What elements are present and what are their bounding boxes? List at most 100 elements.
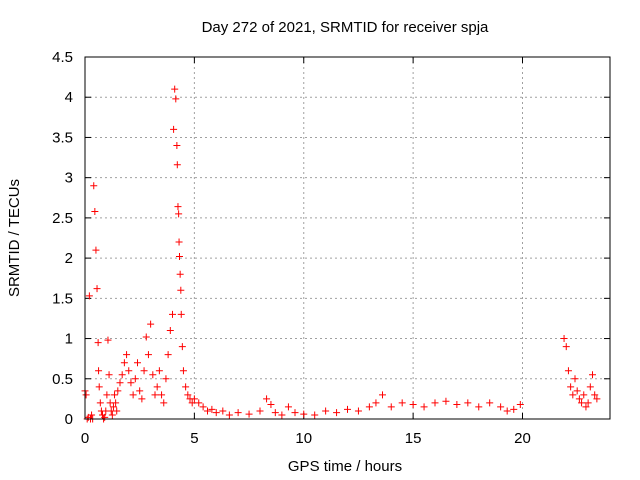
data-point bbox=[169, 310, 176, 318]
data-point bbox=[256, 407, 264, 415]
data-point bbox=[85, 292, 93, 300]
data-point bbox=[333, 409, 341, 417]
data-point bbox=[172, 95, 180, 103]
data-point bbox=[158, 391, 166, 399]
data-point bbox=[503, 407, 511, 415]
data-point bbox=[149, 371, 157, 379]
x-tick-label: 0 bbox=[81, 430, 89, 447]
data-point bbox=[584, 399, 592, 407]
data-point bbox=[140, 367, 148, 375]
data-point bbox=[151, 391, 159, 399]
data-point bbox=[372, 399, 380, 407]
data-point bbox=[175, 210, 183, 218]
data-point bbox=[365, 403, 373, 411]
y-tick-label: 3.5 bbox=[52, 129, 73, 146]
data-point bbox=[420, 403, 428, 411]
data-point bbox=[453, 401, 461, 409]
data-point bbox=[108, 411, 116, 419]
data-point bbox=[387, 403, 395, 411]
y-tick-label: 4.5 bbox=[52, 49, 73, 66]
data-point bbox=[101, 413, 109, 421]
data-point bbox=[580, 391, 588, 399]
data-point bbox=[225, 411, 233, 419]
y-axis-label: SRMTID / TECUs bbox=[6, 179, 23, 297]
data-point bbox=[593, 395, 601, 403]
y-tick-label: 0.5 bbox=[52, 371, 73, 388]
data-point bbox=[178, 343, 186, 351]
data-point bbox=[278, 411, 286, 419]
data-point bbox=[354, 407, 362, 415]
data-point bbox=[175, 238, 183, 246]
data-point bbox=[95, 383, 103, 391]
x-tick-label: 5 bbox=[190, 430, 198, 447]
y-tick-label: 3 bbox=[65, 170, 73, 187]
data-point bbox=[219, 407, 227, 415]
data-point bbox=[344, 405, 351, 413]
data-point bbox=[497, 403, 505, 411]
data-point bbox=[113, 407, 121, 415]
data-point bbox=[109, 403, 117, 411]
data-point bbox=[431, 399, 439, 407]
data-point bbox=[409, 401, 417, 409]
data-point bbox=[170, 125, 178, 133]
data-point bbox=[245, 410, 253, 418]
data-point bbox=[112, 399, 120, 407]
data-point bbox=[111, 391, 119, 399]
data-point bbox=[173, 161, 181, 169]
data-point bbox=[188, 399, 196, 407]
x-axis-label: GPS time / hours bbox=[288, 458, 402, 475]
data-point bbox=[578, 399, 586, 407]
data-point bbox=[127, 379, 135, 387]
data-point bbox=[131, 375, 139, 383]
data-point bbox=[560, 335, 568, 343]
data-point bbox=[564, 367, 572, 375]
data-point bbox=[569, 391, 577, 399]
y-tick-label: 2 bbox=[65, 250, 73, 267]
data-point bbox=[475, 403, 483, 411]
data-point bbox=[182, 383, 190, 391]
data-point bbox=[176, 270, 184, 278]
data-point bbox=[591, 391, 599, 399]
data-point bbox=[104, 336, 112, 344]
data-point bbox=[379, 391, 386, 399]
data-point bbox=[486, 399, 494, 407]
data-point bbox=[129, 391, 137, 399]
data-point bbox=[284, 403, 292, 411]
data-point bbox=[93, 285, 101, 293]
plot-frame bbox=[84, 56, 611, 420]
data-point bbox=[322, 407, 330, 415]
data-point bbox=[136, 387, 144, 395]
y-tick-label: 1.5 bbox=[52, 290, 73, 307]
y-tick-label: 4 bbox=[65, 89, 73, 106]
data-point bbox=[510, 405, 518, 413]
y-tick-label: 0 bbox=[65, 411, 73, 428]
data-point bbox=[116, 379, 124, 387]
data-point bbox=[92, 246, 100, 254]
data-point bbox=[166, 327, 174, 335]
data-point bbox=[184, 391, 192, 399]
data-point bbox=[96, 399, 104, 407]
data-point bbox=[208, 405, 216, 413]
data-point bbox=[173, 141, 181, 149]
data-point bbox=[267, 401, 275, 409]
data-point bbox=[190, 395, 198, 403]
data-point bbox=[125, 367, 133, 375]
axis-ticks: 0 0.5 1 1.5 2 2.5 3 3.5 4 4.5 0 5 10 15 20 bbox=[52, 49, 610, 447]
data-point bbox=[571, 375, 579, 383]
data-point bbox=[177, 286, 185, 294]
data-point bbox=[123, 351, 131, 359]
data-point bbox=[204, 407, 211, 415]
data-point bbox=[160, 399, 168, 407]
data-point bbox=[567, 383, 575, 391]
data-point bbox=[586, 383, 594, 391]
data-point bbox=[199, 403, 207, 411]
x-tick-label: 15 bbox=[405, 430, 422, 447]
data-point bbox=[589, 371, 596, 379]
data-point bbox=[179, 367, 187, 375]
data-point bbox=[94, 339, 102, 347]
data-point bbox=[142, 333, 150, 341]
data-point bbox=[164, 351, 172, 359]
data-point bbox=[114, 387, 122, 395]
data-point bbox=[171, 85, 179, 93]
